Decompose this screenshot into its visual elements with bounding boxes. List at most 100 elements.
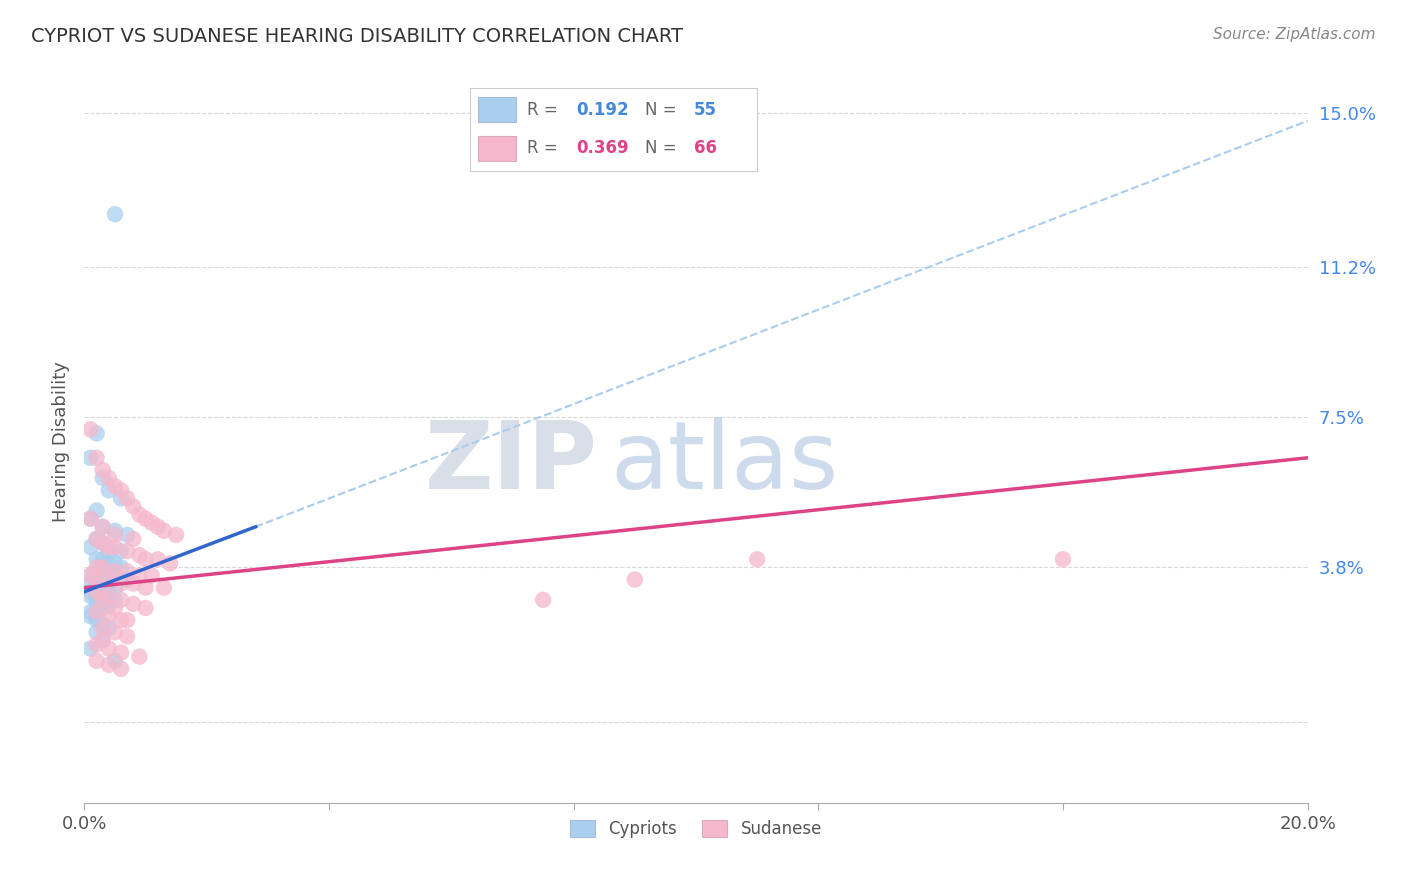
- Point: [86, 450, 108, 465]
- Point: [79, 576, 101, 591]
- Point: [115, 528, 138, 542]
- Point: [97, 641, 120, 656]
- Point: [146, 520, 169, 534]
- Point: [115, 565, 138, 579]
- Point: [91, 520, 114, 534]
- Point: [104, 625, 127, 640]
- Point: [135, 511, 157, 525]
- Point: [91, 592, 114, 607]
- Point: [104, 654, 127, 668]
- Text: Source: ZipAtlas.com: Source: ZipAtlas.com: [1212, 27, 1375, 42]
- Legend: Cypriots, Sudanese: Cypriots, Sudanese: [564, 814, 828, 845]
- Point: [104, 568, 127, 582]
- Point: [79, 568, 101, 582]
- Point: [115, 629, 138, 643]
- Point: [79, 511, 101, 525]
- Point: [128, 548, 150, 562]
- Point: [86, 532, 108, 546]
- Point: [97, 621, 120, 635]
- Point: [97, 483, 120, 498]
- Point: [104, 479, 127, 493]
- Point: [86, 605, 108, 619]
- Point: [104, 207, 127, 221]
- Point: [79, 511, 101, 525]
- Point: [146, 552, 169, 566]
- Point: [97, 540, 120, 554]
- Point: [97, 609, 120, 624]
- Point: [115, 491, 138, 506]
- Point: [91, 552, 114, 566]
- Point: [91, 584, 114, 599]
- Point: [153, 581, 176, 595]
- Point: [122, 532, 145, 546]
- Point: [104, 528, 127, 542]
- Point: [79, 568, 101, 582]
- Point: [115, 544, 138, 558]
- Point: [86, 605, 108, 619]
- Point: [91, 633, 114, 648]
- Point: [1052, 552, 1074, 566]
- Point: [91, 592, 114, 607]
- Point: [110, 560, 132, 574]
- Point: [91, 568, 114, 582]
- Point: [91, 536, 114, 550]
- Text: atlas: atlas: [610, 417, 838, 509]
- Point: [97, 597, 120, 611]
- Point: [79, 422, 101, 436]
- Point: [141, 516, 163, 530]
- Point: [531, 592, 554, 607]
- Point: [86, 584, 108, 599]
- Point: [110, 491, 132, 506]
- Point: [91, 463, 114, 477]
- Point: [91, 471, 114, 485]
- Point: [86, 589, 108, 603]
- Point: [104, 565, 127, 579]
- Point: [128, 649, 150, 664]
- Point: [86, 573, 108, 587]
- Point: [79, 609, 101, 624]
- Point: [747, 552, 769, 566]
- Point: [86, 597, 108, 611]
- Point: [97, 544, 120, 558]
- Point: [110, 592, 132, 607]
- Point: [97, 657, 120, 672]
- Point: [159, 557, 181, 571]
- Point: [104, 592, 127, 607]
- Point: [153, 524, 176, 538]
- Point: [110, 544, 132, 558]
- Point: [135, 601, 157, 615]
- Point: [104, 540, 127, 554]
- Point: [135, 552, 157, 566]
- Point: [86, 426, 108, 441]
- Text: ZIP: ZIP: [425, 417, 598, 509]
- Point: [86, 552, 108, 566]
- Point: [79, 605, 101, 619]
- Point: [97, 589, 120, 603]
- Point: [91, 633, 114, 648]
- Point: [141, 568, 163, 582]
- Point: [91, 617, 114, 632]
- Point: [110, 576, 132, 591]
- Point: [97, 581, 120, 595]
- Text: CYPRIOT VS SUDANESE HEARING DISABILITY CORRELATION CHART: CYPRIOT VS SUDANESE HEARING DISABILITY C…: [31, 27, 683, 45]
- Point: [110, 613, 132, 627]
- Point: [86, 613, 108, 627]
- Point: [86, 638, 108, 652]
- Point: [165, 528, 187, 542]
- Point: [86, 573, 108, 587]
- Point: [128, 568, 150, 582]
- Point: [104, 581, 127, 595]
- Point: [91, 621, 114, 635]
- Point: [122, 500, 145, 514]
- Point: [91, 536, 114, 550]
- Point: [115, 573, 138, 587]
- Point: [79, 641, 101, 656]
- Point: [91, 560, 114, 574]
- Point: [122, 576, 145, 591]
- Point: [97, 573, 120, 587]
- Point: [86, 503, 108, 517]
- Point: [91, 576, 114, 591]
- Point: [86, 565, 108, 579]
- Point: [104, 557, 127, 571]
- Point: [79, 450, 101, 465]
